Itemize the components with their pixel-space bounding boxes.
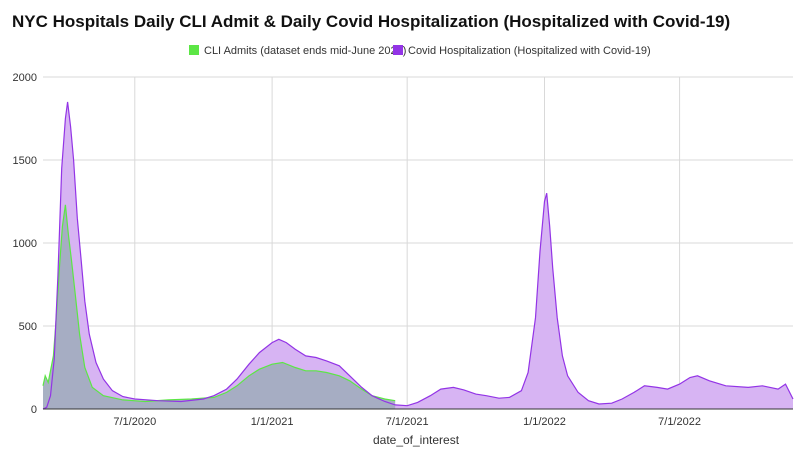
gridlines (43, 76, 793, 410)
y-tick-label: 2000 (13, 72, 37, 84)
y-tick-label: 1500 (13, 155, 37, 167)
x-tick-label: 7/1/2021 (386, 416, 429, 428)
y-axis: 0 500 1000 1500 2000 (13, 72, 37, 416)
x-tick-label: 7/1/2020 (113, 416, 156, 428)
legend-label-covid: Covid Hospitalization (Hospitalized with… (408, 45, 651, 57)
legend-swatch-cli (189, 45, 199, 55)
legend-label-cli: CLI Admits (dataset ends mid-June 2021) (204, 45, 406, 57)
x-axis: 7/1/2020 1/1/2021 7/1/2021 1/1/2022 7/1/2022 (113, 416, 701, 428)
legend-swatch-covid (393, 45, 403, 55)
x-tick-label: 1/1/2021 (251, 416, 294, 428)
plot-area (42, 101, 794, 410)
x-tick-label: 7/1/2022 (658, 416, 701, 428)
covid-hospitalization-area (43, 101, 793, 410)
legend: CLI Admits (dataset ends mid-June 2021) … (189, 45, 651, 57)
y-tick-label: 0 (31, 404, 37, 416)
x-tick-label: 1/1/2022 (523, 416, 566, 428)
y-tick-label: 500 (19, 321, 37, 333)
x-axis-label: date_of_interest (373, 433, 460, 447)
cli-admits-line (42, 204, 396, 403)
chart-title: NYC Hospitals Daily CLI Admit & Daily Co… (12, 12, 730, 31)
covid-hospitalization-line (42, 101, 794, 410)
y-tick-label: 1000 (13, 238, 37, 250)
